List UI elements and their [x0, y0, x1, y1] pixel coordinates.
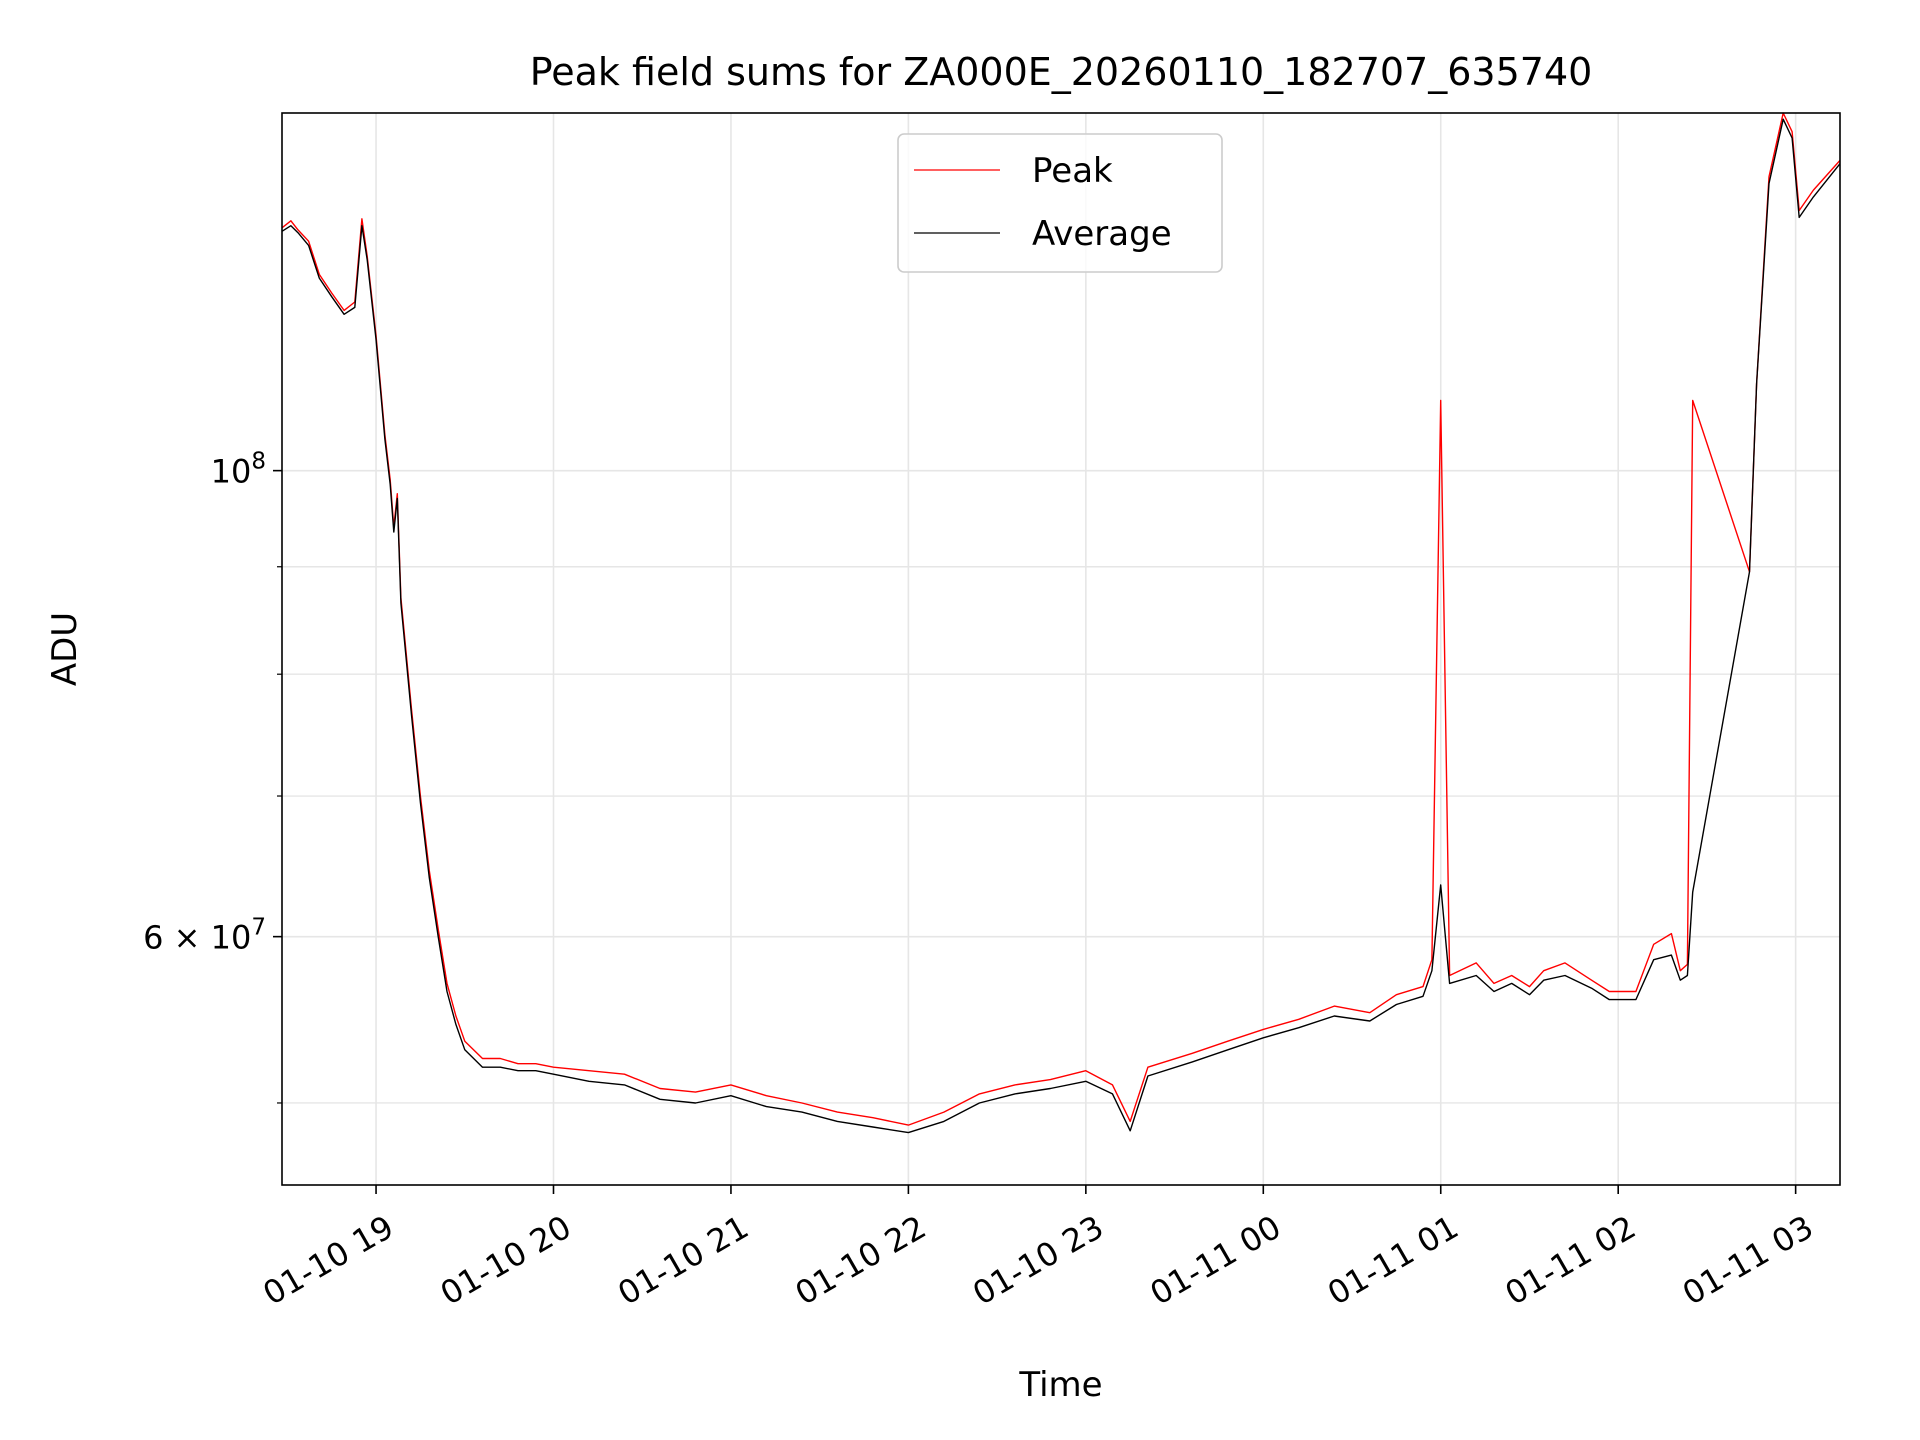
legend-average-label: Average: [1032, 214, 1172, 254]
legend-box: [897, 133, 1223, 273]
y-tick-exponent: 8: [251, 449, 266, 475]
y-axis-label: ADU: [45, 612, 85, 686]
grid: [282, 113, 1840, 1185]
plot-frame: [281, 112, 1841, 1186]
y-tick-mantissa: 6 ×: [143, 919, 211, 957]
legend: Peak Average: [897, 133, 1223, 273]
x-axis-label: Time: [1018, 1365, 1102, 1405]
series-layer: [281, 112, 1841, 1134]
legend-peak-label: Peak: [1032, 151, 1113, 191]
chart-title: Peak field sums for ZA000E_20260110_1827…: [530, 50, 1593, 94]
y-tick-exponent: 7: [251, 915, 266, 941]
y-tick-base: 10: [211, 919, 252, 957]
y-tick-label: 6 × 107: [143, 915, 266, 957]
y-tick-base: 10: [211, 453, 252, 491]
series-line-average: [281, 118, 1841, 1134]
y-tick-label: 108: [211, 449, 266, 491]
